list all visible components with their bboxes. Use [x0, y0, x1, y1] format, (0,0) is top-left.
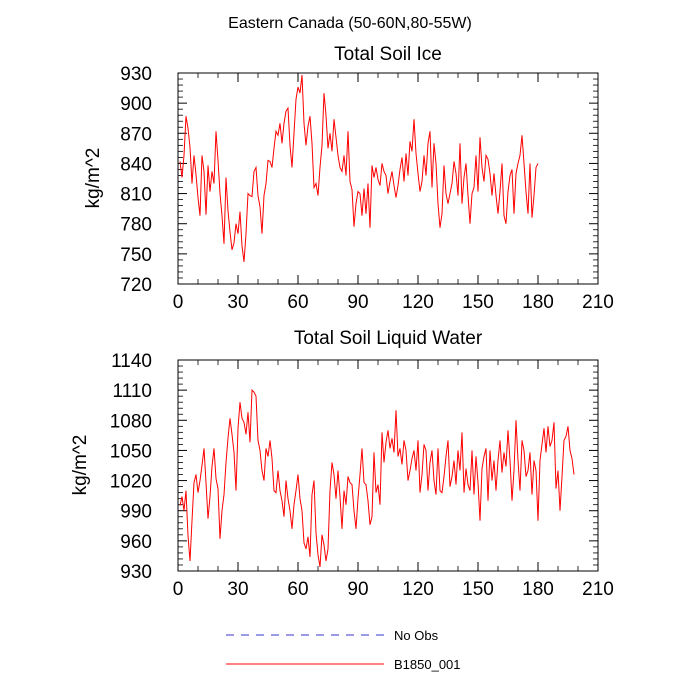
- y-tick-label: 960: [120, 532, 152, 553]
- soil-ice-panel: Total Soil Ice kg/m^2 0 30 60 90 120 150 180 21…: [83, 44, 614, 313]
- x-tick-label: 180: [522, 292, 554, 313]
- x-tick-label: 150: [462, 292, 494, 313]
- x-tick-label: 210: [582, 292, 614, 313]
- x-tick-label: 90: [347, 579, 368, 600]
- panel-title: Total Soil Ice: [334, 44, 442, 65]
- axis-tick-labels: 0 30 60 90 120 150 180 210 720 750 780 810 840 870 900…: [120, 64, 614, 313]
- x-tick-label: 60: [287, 292, 308, 313]
- plot-frame: [177, 359, 599, 572]
- y-tick-label: 840: [120, 154, 152, 175]
- x-tick-label: 30: [227, 292, 248, 313]
- x-tick-label: 120: [402, 292, 434, 313]
- legend: No Obs B1850_001: [226, 628, 461, 672]
- y-tick-label: 810: [120, 185, 152, 206]
- y-axis-label: kg/m^2: [83, 148, 104, 209]
- x-tick-label: 180: [522, 579, 554, 600]
- figure-title: Eastern Canada (50-60N,80-55W): [228, 15, 472, 32]
- y-tick-label: 1050: [110, 441, 152, 462]
- series-lines: [179, 388, 575, 568]
- legend-label-no-obs: No Obs: [394, 628, 439, 643]
- axis-ticks: [177, 72, 599, 285]
- y-tick-label: 720: [120, 275, 152, 296]
- legend-label-b1850: B1850_001: [394, 657, 461, 672]
- y-tick-label: 1140: [111, 351, 152, 372]
- soil-liquid-water-panel: Total Soil Liquid Water kg/m^2 0 30 60 90 12…: [70, 328, 614, 600]
- y-tick-label: 930: [120, 64, 152, 85]
- y-tick-label: 1020: [110, 472, 152, 493]
- y-tick-label: 900: [120, 94, 152, 115]
- axis-tick-labels: 0 30 60 90 120 150 180 210 930 960 990 1020 1050 1080…: [110, 351, 614, 600]
- y-axis-label: kg/m^2: [70, 435, 91, 496]
- y-tick-label: 930: [120, 562, 152, 583]
- y-tick-label: 1110: [113, 381, 152, 402]
- x-tick-label: 150: [462, 579, 494, 600]
- y-tick-label: 990: [120, 502, 152, 523]
- series-line-b1850_001: [179, 388, 575, 568]
- y-tick-label: 780: [120, 215, 152, 236]
- y-tick-label: 1080: [110, 411, 152, 432]
- x-tick-label: 0: [173, 292, 184, 313]
- panel-title: Total Soil Liquid Water: [294, 328, 483, 349]
- x-tick-label: 90: [347, 292, 368, 313]
- plot-frame: [177, 72, 599, 285]
- y-tick-label: 750: [120, 245, 152, 266]
- x-tick-label: 120: [402, 579, 434, 600]
- series-line-b1850_001: [179, 74, 539, 262]
- x-tick-label: 210: [582, 579, 614, 600]
- x-tick-label: 60: [287, 579, 308, 600]
- x-tick-label: 30: [227, 579, 248, 600]
- x-tick-label: 0: [173, 579, 184, 600]
- y-tick-label: 870: [120, 124, 152, 145]
- series-lines: [179, 74, 539, 262]
